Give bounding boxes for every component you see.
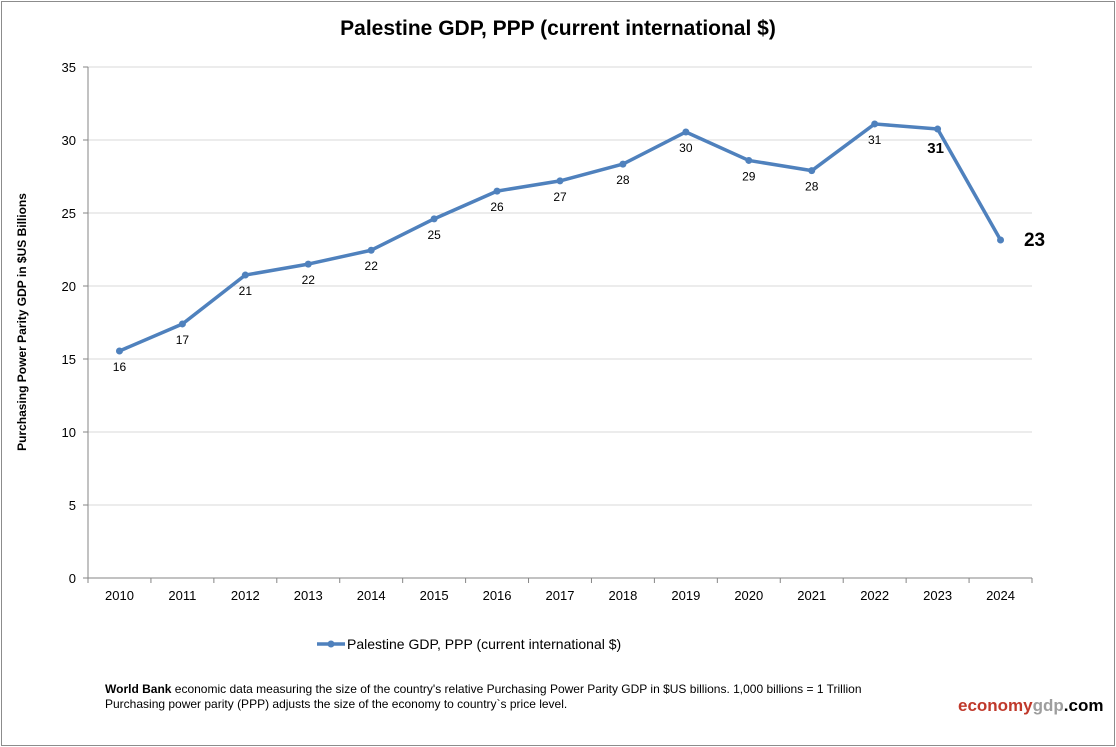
x-tick-label: 2021 [797, 588, 826, 603]
series-line [118, 122, 1003, 353]
data-label: 22 [365, 259, 379, 273]
x-tick-label: 2023 [923, 588, 952, 603]
data-label: 26 [490, 200, 504, 214]
data-point [430, 215, 438, 223]
data-point [808, 167, 816, 175]
logo-part: gdp [1032, 696, 1064, 715]
data-label: 31 [868, 133, 882, 147]
data-label: 30 [679, 141, 693, 155]
x-tick-label: 2019 [671, 588, 700, 603]
legend: Palestine GDP, PPP (current internationa… [317, 636, 621, 652]
data-point [934, 125, 942, 133]
data-point [367, 246, 375, 254]
data-label: 22 [302, 273, 316, 287]
footer-line2: Purchasing power parity (PPP) adjusts th… [105, 697, 568, 711]
x-tick-label: 2012 [231, 588, 260, 603]
x-tick-label: 2024 [986, 588, 1015, 603]
data-point [115, 347, 123, 355]
logo-part: economy [958, 696, 1033, 715]
y-tick-label: 25 [62, 206, 76, 221]
y-tick-label: 20 [62, 279, 76, 294]
data-point [871, 120, 879, 128]
x-tick-label: 2020 [734, 588, 763, 603]
y-tick-label: 10 [62, 425, 76, 440]
data-point [682, 128, 690, 136]
y-tick-label: 0 [69, 571, 76, 586]
x-tick-label: 2015 [420, 588, 449, 603]
data-label: 16 [113, 360, 127, 374]
data-point [493, 187, 501, 195]
x-tick-label: 2018 [608, 588, 637, 603]
y-tick-label: 15 [62, 352, 76, 367]
data-label: 21 [239, 284, 253, 298]
legend-label: Palestine GDP, PPP (current internationa… [347, 636, 621, 652]
data-label: 27 [553, 190, 567, 204]
data-label: 17 [176, 333, 190, 347]
data-label: 31 [927, 140, 944, 157]
chart-title: Palestine GDP, PPP (current internationa… [340, 17, 776, 40]
data-label: 25 [427, 228, 441, 242]
data-point [241, 271, 249, 279]
source-name: World Bank [105, 682, 172, 696]
data-point [178, 320, 186, 328]
x-tick-label: 2011 [168, 588, 196, 603]
x-tick-label: 2017 [546, 588, 575, 603]
y-tick-label: 30 [62, 133, 76, 148]
data-point [619, 160, 627, 168]
data-point [556, 177, 564, 185]
data-point [997, 236, 1005, 244]
data-label: 23 [1024, 230, 1045, 251]
data-point [745, 156, 753, 164]
y-tick-label: 5 [69, 498, 76, 513]
footer-line1: economic data measuring the size of the … [171, 682, 862, 696]
data-label: 28 [616, 173, 630, 187]
logo-part: .com [1063, 696, 1104, 715]
y-tick-label: 35 [62, 60, 76, 75]
data-label: 29 [742, 169, 756, 183]
x-tick-label: 2022 [860, 588, 889, 603]
y-axis-label: Purchasing Power Parity GDP in $US Billi… [15, 193, 29, 451]
x-tick-label: 2010 [105, 588, 134, 603]
x-tick-label: 2013 [294, 588, 323, 603]
legend-marker [327, 640, 335, 648]
x-tick-label: 2016 [483, 588, 512, 603]
x-tick-label: 2014 [357, 588, 386, 603]
footer-note: World Bank economic data measuring the s… [105, 682, 862, 712]
data-label: 28 [805, 180, 819, 194]
site-logo[interactable]: economygdp.com [958, 696, 1103, 716]
data-point [304, 260, 312, 268]
